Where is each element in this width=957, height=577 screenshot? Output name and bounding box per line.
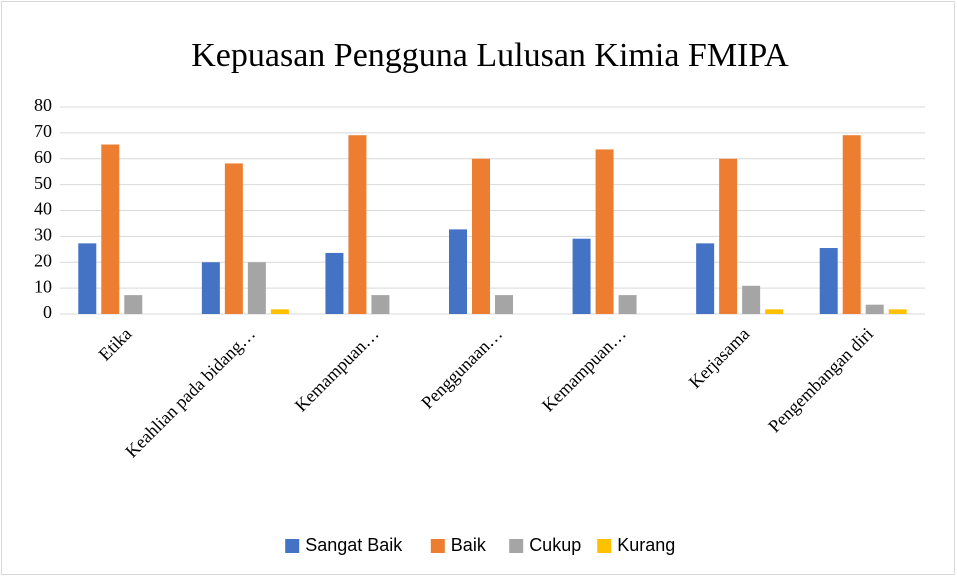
bar: [224, 163, 243, 314]
bar: [472, 158, 490, 314]
y-tick-label: 40: [34, 199, 52, 219]
bar: [101, 144, 120, 314]
legend-label: Kurang: [617, 535, 675, 555]
y-tick-label: 20: [34, 250, 52, 270]
bar: [270, 309, 289, 314]
bar: [348, 135, 367, 314]
bar: [449, 229, 467, 314]
legend-label: Cukup: [529, 535, 581, 555]
bar: [124, 295, 143, 314]
bar: [201, 262, 220, 314]
legend-label: Baik: [451, 535, 487, 555]
bar: [842, 135, 861, 314]
legend-swatch: [509, 539, 524, 553]
y-tick-label: 80: [34, 95, 52, 115]
y-tick-label: 60: [34, 147, 52, 167]
bar: [495, 295, 513, 314]
bar: [742, 285, 761, 314]
y-tick-label: 30: [34, 225, 52, 245]
y-tick-label: 70: [34, 121, 52, 141]
legend-swatch: [430, 539, 445, 553]
bar: [865, 304, 884, 314]
bar: [696, 243, 715, 314]
bar: [371, 295, 390, 314]
bar: [765, 309, 784, 314]
legend-label: Sangat Baik: [305, 535, 403, 555]
bar: [325, 252, 344, 314]
y-tick-label: 0: [43, 302, 52, 322]
bar: [618, 295, 637, 314]
bar: [78, 243, 97, 314]
bar: [247, 262, 266, 314]
bar: [819, 248, 838, 314]
chart-title: Kepuasan Pengguna Lulusan Kimia FMIPA: [191, 37, 789, 74]
legend-swatch: [285, 539, 300, 553]
y-tick-label: 50: [34, 173, 52, 193]
bar: [572, 238, 591, 314]
y-tick-label: 10: [34, 276, 52, 296]
legend-swatch: [597, 539, 612, 553]
bar: [888, 309, 907, 314]
bar: [595, 149, 614, 314]
bar: [719, 158, 738, 314]
